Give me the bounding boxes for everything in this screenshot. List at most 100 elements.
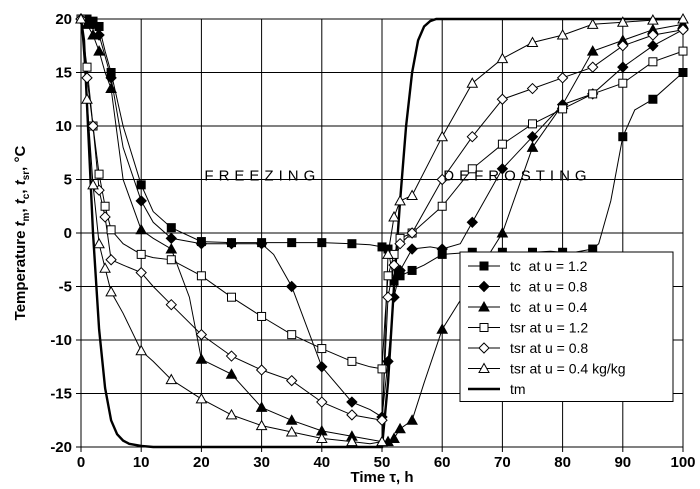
- data-point: [586, 18, 599, 29]
- legend-label: tsr at u = 0.8: [510, 340, 588, 356]
- y-axis-title-part: m: [21, 212, 32, 221]
- legend-entry: tc at u = 0.8: [468, 279, 588, 295]
- data-point: [406, 227, 418, 239]
- data-point: [382, 355, 394, 368]
- data-point: [496, 93, 509, 105]
- data-point: [166, 255, 176, 265]
- data-point: [382, 248, 394, 259]
- data-point: [618, 132, 628, 142]
- data-point: [618, 78, 628, 88]
- legend-label: tc at u = 0.8: [510, 279, 588, 295]
- y-tick-label: 10: [55, 118, 72, 135]
- data-point: [528, 119, 537, 129]
- y-tick-label: -15: [50, 386, 72, 403]
- legend-label: tsr at u = 0.4 kg/kg: [510, 361, 626, 377]
- data-point: [647, 40, 659, 52]
- x-tick-label: 100: [670, 454, 695, 471]
- series-line-6: [79, 17, 683, 449]
- data-point: [227, 292, 236, 302]
- data-point: [383, 271, 393, 281]
- data-point: [100, 201, 110, 211]
- x-axis-title: Time τ, h: [350, 469, 413, 486]
- data-point: [99, 262, 111, 273]
- legend-entry: tsr at u = 0.4 kg/kg: [468, 361, 626, 377]
- data-point: [165, 373, 178, 385]
- data-point: [195, 237, 208, 250]
- data-point: [136, 249, 146, 259]
- data-point: [195, 353, 208, 364]
- data-point: [376, 435, 388, 447]
- data-point: [255, 237, 268, 250]
- data-point: [377, 364, 387, 374]
- data-point: [436, 173, 448, 186]
- legend-marker: [478, 362, 490, 373]
- data-point: [648, 94, 658, 104]
- data-point: [406, 243, 418, 255]
- data-point: [347, 356, 357, 366]
- data-point: [87, 120, 99, 132]
- y-tick-label: -10: [50, 332, 72, 349]
- x-tick-label: 70: [494, 454, 511, 471]
- data-point: [394, 237, 406, 250]
- data-point: [135, 223, 148, 235]
- y-axis-title-part: t: [12, 198, 29, 204]
- x-tick-label: 0: [77, 454, 85, 471]
- data-point: [285, 374, 298, 387]
- data-point: [106, 225, 116, 235]
- legend-label: tc at u = 0.4: [510, 299, 588, 315]
- data-point: [466, 130, 479, 143]
- y-axis-title-part: t: [12, 179, 29, 185]
- y-axis-title-part: Temperature: [12, 226, 29, 320]
- y-axis-title-part: ,: [12, 185, 29, 193]
- data-point: [105, 82, 117, 94]
- data-point: [135, 344, 148, 356]
- data-point: [526, 82, 539, 95]
- data-point: [81, 93, 93, 104]
- legend-marker: [478, 342, 490, 354]
- data-point: [225, 408, 238, 420]
- legend-marker: [479, 261, 489, 271]
- data-point: [406, 414, 418, 425]
- x-tick-label: 20: [193, 454, 210, 471]
- data-point: [195, 392, 208, 404]
- y-axis-title-part: ,: [12, 204, 29, 212]
- data-point: [105, 254, 117, 266]
- data-point: [617, 40, 629, 52]
- annotation-freezing: FREEZING: [204, 168, 320, 185]
- data-point: [496, 163, 509, 175]
- data-point: [255, 419, 268, 431]
- x-tick-label: 60: [434, 454, 451, 471]
- data-point: [388, 210, 400, 222]
- data-point: [586, 45, 599, 56]
- data-point: [678, 68, 688, 77]
- data-point: [436, 243, 448, 255]
- y-tick-label: -5: [59, 279, 72, 296]
- series-line-1: [80, 18, 684, 418]
- data-point: [647, 29, 659, 41]
- data-point: [647, 14, 659, 25]
- y-tick-label: 5: [64, 172, 72, 189]
- data-point: [94, 169, 104, 179]
- data-point: [93, 237, 105, 249]
- data-point: [586, 61, 599, 73]
- data-point: [376, 414, 388, 426]
- x-tick-label: 10: [133, 454, 150, 471]
- data-point: [255, 364, 268, 376]
- legend-entry: tsr at u = 0.8: [468, 340, 588, 356]
- legend-label: tm: [510, 381, 526, 397]
- data-point: [617, 61, 629, 73]
- data-point: [225, 368, 238, 379]
- data-point: [437, 201, 447, 211]
- x-axis-tick-labels: 0 10 20 30 40 50 60 70 80 90 100: [77, 454, 696, 471]
- data-point: [287, 238, 297, 248]
- legend-entry: tm: [468, 381, 526, 397]
- data-point: [136, 180, 146, 190]
- data-point: [135, 266, 147, 279]
- data-point: [285, 425, 298, 437]
- data-point: [165, 243, 178, 254]
- series-markers-5: [75, 12, 689, 447]
- data-point: [87, 29, 99, 40]
- legend-entry: tc at u = 0.4: [468, 299, 588, 315]
- data-point: [394, 264, 406, 277]
